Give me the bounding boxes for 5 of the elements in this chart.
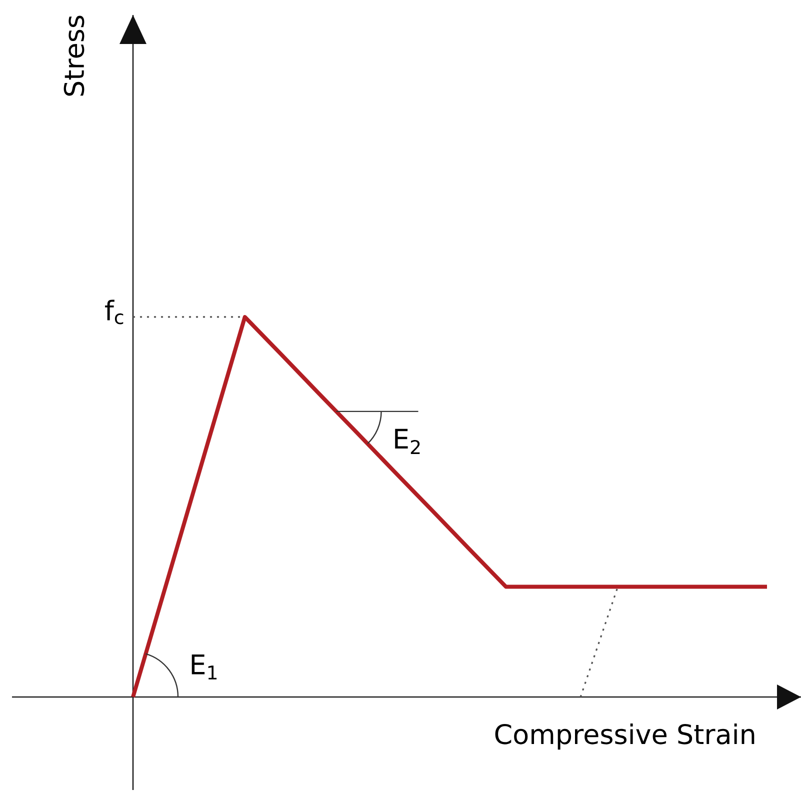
annotation: E$_{1}$	[192, 654, 217, 680]
ref-line-label: f$_{c}$	[105, 300, 124, 324]
annotation: E$_{2}$	[395, 428, 420, 454]
x-axis-title: Compressive Strain	[495, 723, 754, 750]
text: Stress	[64, 16, 84, 96]
